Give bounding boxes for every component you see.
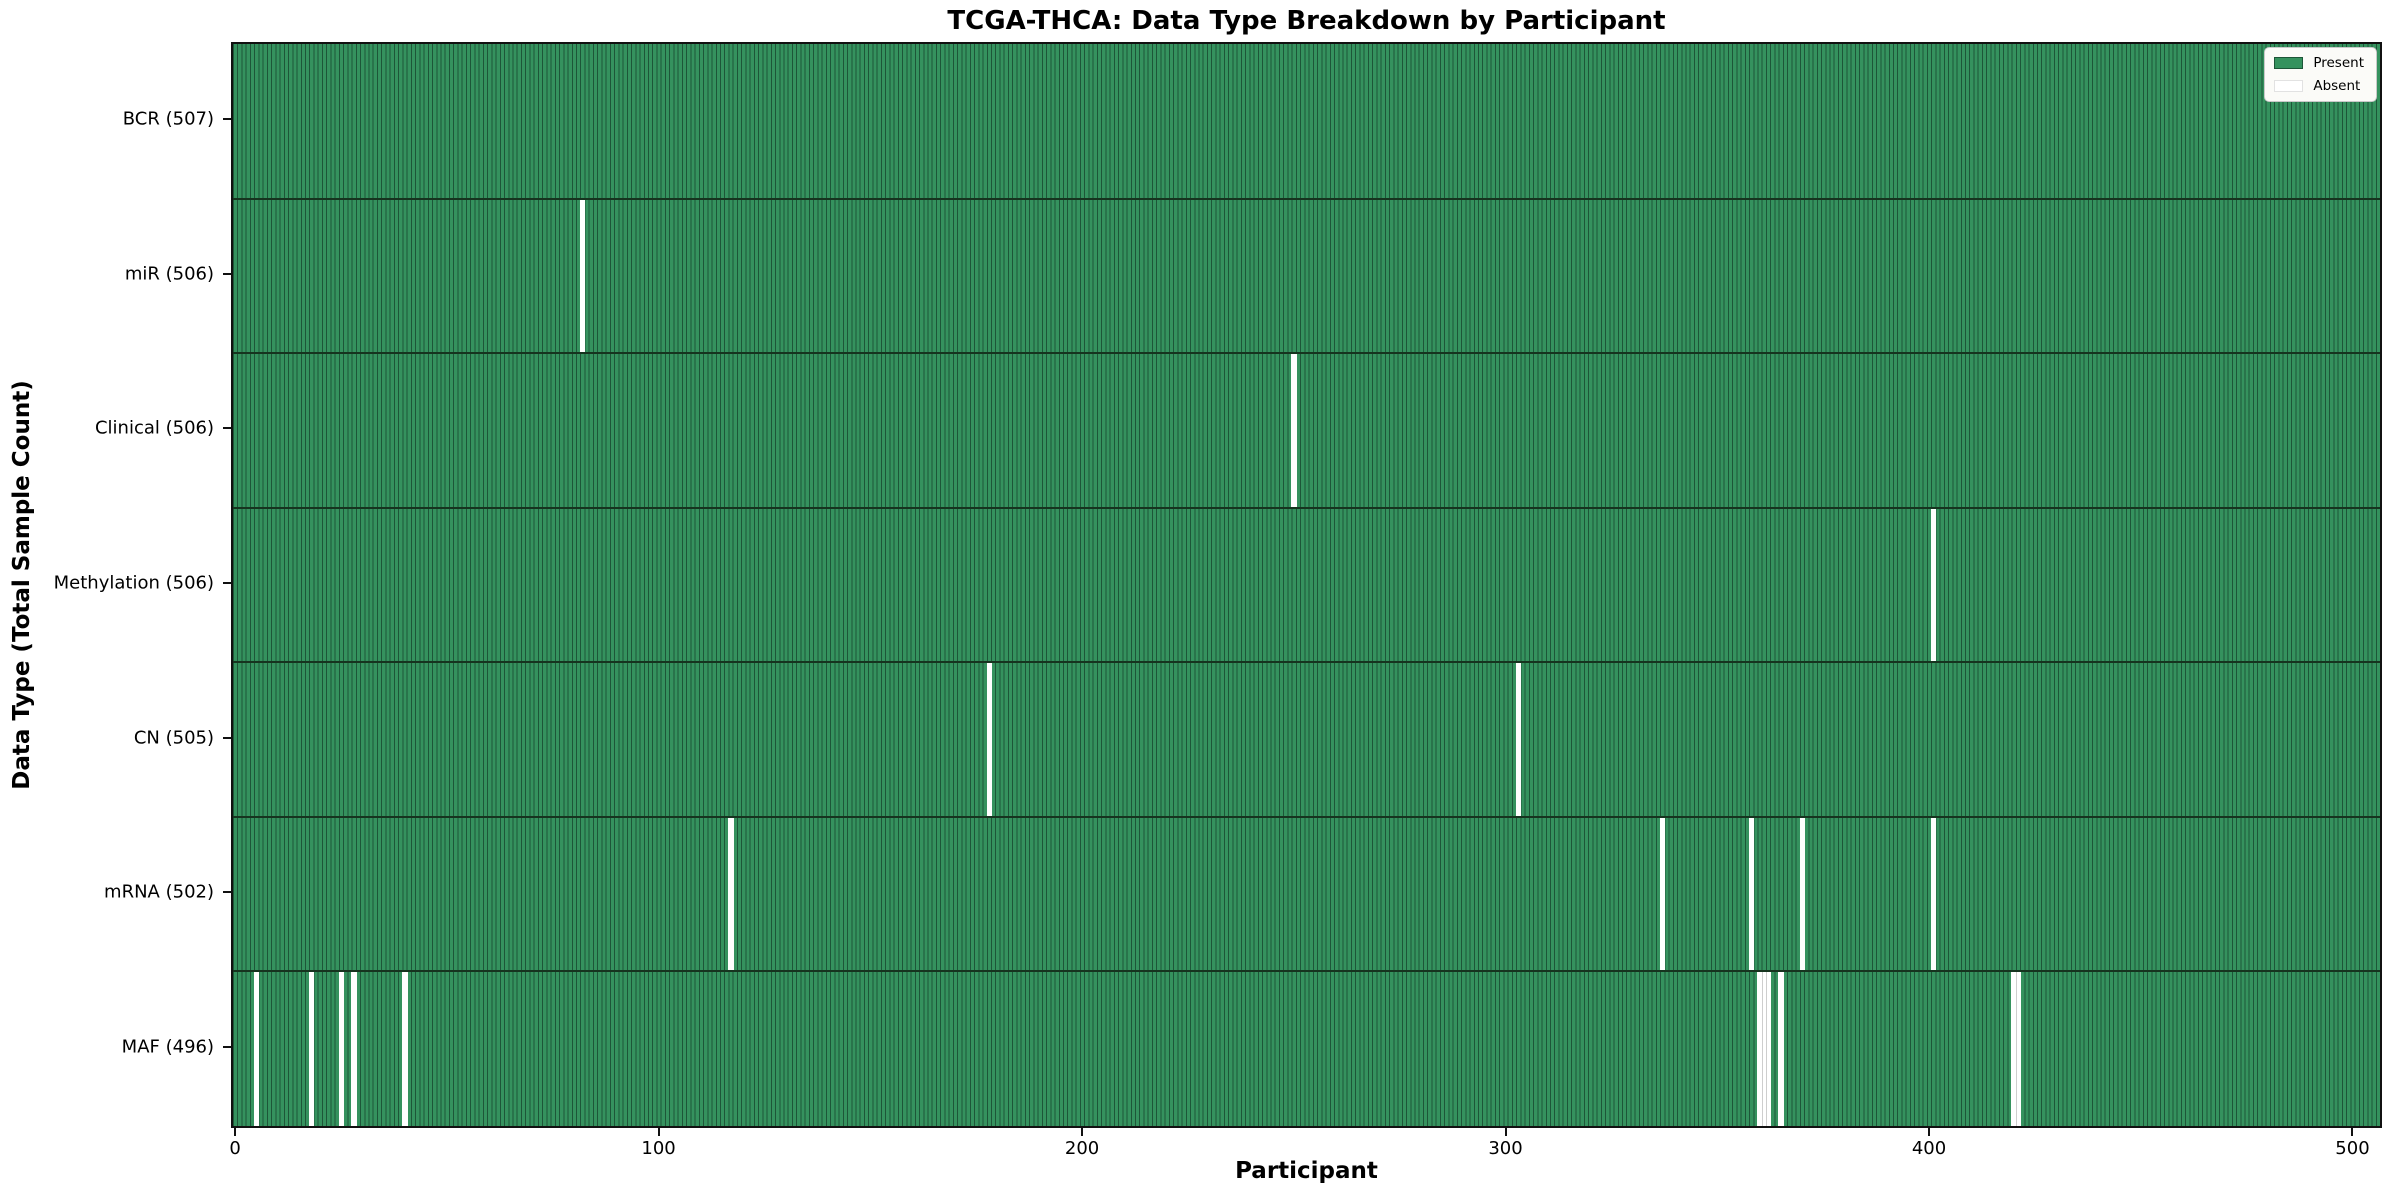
absent-cell-separator [1761,971,1763,1126]
heatmap-row [233,971,2380,1126]
row-divider [233,506,2380,509]
row-divider [233,197,2380,200]
legend: Present Absent [2264,47,2377,102]
x-tick-label: 100 [641,1138,676,1159]
y-tick-mark [223,736,231,739]
x-tick-mark [657,1128,660,1136]
absent-cell [1778,971,1784,1126]
row-divider [233,352,2380,355]
absent-cell [1930,507,1937,663]
heatmap-row [233,353,2380,508]
absent-cell [1748,816,1755,972]
heatmap-row [233,816,2380,972]
absent-cell [2011,971,2017,1126]
y-tick-label: BCR (507) [122,108,214,130]
legend-entry-absent: Absent [2274,78,2364,94]
y-tick-mark [223,582,231,584]
row-divider [233,661,2380,664]
absent-cell [728,816,734,972]
plot-area: Present Absent [231,42,2382,1128]
y-tick-label: mRNA (502) [104,881,214,903]
absent-cell [253,971,260,1126]
y-tick-labels: BCR (507) miR (506) Clinical (506) Methylat… [0,42,222,1128]
absent-cell [2015,971,2021,1126]
heatmap-row [233,44,2380,199]
heatmap-row [233,507,2380,663]
absent-cell [1765,971,1772,1126]
x-tick-label: 0 [229,1138,241,1159]
legend-present-label: Present [2313,55,2364,71]
y-tick-mark [223,1045,231,1048]
y-tick-label: Clinical (506) [94,417,214,439]
y-tick-mark [223,891,231,894]
x-tick-label: 200 [1064,1138,1100,1159]
absent-cell [402,971,408,1126]
y-tick-label: Methylation (506) [53,572,214,594]
y-tick-label: MAF (496) [121,1036,214,1058]
x-tick-mark [1504,1128,1507,1136]
absent-cell [1757,971,1763,1126]
absent-cell [351,971,357,1126]
heatmap-row [233,662,2380,817]
absent-cell [580,198,586,354]
absent-cell [1515,662,1522,817]
row-divider [233,815,2380,818]
heatmap-row [233,198,2380,354]
absent-cell [986,662,992,817]
legend-present-swatch [2274,57,2304,69]
row-divider [233,970,2380,973]
x-tick-label: 300 [1488,1138,1523,1159]
x-tick-mark [2351,1128,2354,1136]
y-tick-label: miR (506) [124,263,214,285]
x-tick-mark [1081,1128,1084,1136]
x-tick-mark [1928,1128,1930,1136]
absent-cell [309,971,315,1126]
legend-absent-label: Absent [2313,78,2361,94]
absent-cell [1761,971,1767,1126]
y-tick-mark [223,118,231,121]
absent-cell [338,971,344,1126]
y-tick-mark [223,427,231,430]
absent-cell [1291,353,1297,508]
chart-title: TCGA-THCA: Data Type Breakdown by Partic… [947,6,1666,36]
legend-entry-present: Present [2274,55,2364,71]
y-tick-mark [223,272,231,275]
absent-cell-separator [2015,971,2017,1126]
absent-cell [1799,816,1805,972]
x-axis-label: Participant [1235,1158,1378,1184]
absent-cell-separator [1765,971,1767,1126]
x-tick-label: 500 [2335,1138,2370,1159]
absent-cell [1659,816,1666,972]
absent-cell [1930,816,1937,972]
legend-absent-swatch [2274,80,2304,92]
x-tick-label: 400 [1911,1138,1947,1159]
x-tick-mark [234,1128,237,1136]
y-tick-label: CN (505) [133,727,214,749]
